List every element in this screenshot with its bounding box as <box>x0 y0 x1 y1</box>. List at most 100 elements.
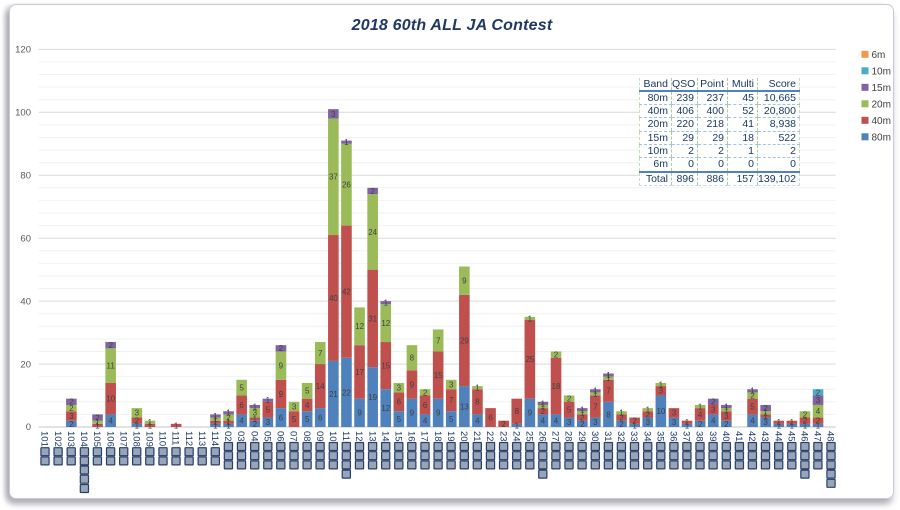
svg-text:1: 1 <box>580 409 585 418</box>
svg-text:4: 4 <box>305 401 310 410</box>
svg-text:5: 5 <box>305 387 310 396</box>
svg-text:45: 45 <box>786 431 797 442</box>
svg-text:33: 33 <box>628 431 639 442</box>
svg-text:3: 3 <box>292 402 297 411</box>
svg-text:5: 5 <box>567 406 572 415</box>
svg-text:1: 1 <box>632 421 637 430</box>
svg-text:25: 25 <box>525 355 534 364</box>
svg-text:29: 29 <box>576 431 587 442</box>
svg-text:20: 20 <box>458 431 469 442</box>
svg-text:1: 1 <box>384 299 389 308</box>
svg-text:111: 111 <box>170 431 181 445</box>
svg-text:4: 4 <box>711 417 716 426</box>
svg-text:6: 6 <box>279 414 284 423</box>
svg-text:1: 1 <box>253 402 258 411</box>
svg-text:1: 1 <box>148 418 153 427</box>
svg-text:13: 13 <box>460 402 469 411</box>
svg-text:21: 21 <box>471 431 482 442</box>
svg-text:1: 1 <box>724 406 729 415</box>
svg-text:5: 5 <box>292 415 297 424</box>
svg-text:4: 4 <box>816 407 821 416</box>
svg-text:31: 31 <box>368 314 377 323</box>
svg-text:106: 106 <box>104 431 115 447</box>
svg-text:42: 42 <box>746 431 757 442</box>
svg-text:1: 1 <box>816 421 821 430</box>
svg-text:1: 1 <box>213 412 218 421</box>
svg-text:1: 1 <box>659 380 664 389</box>
svg-text:105: 105 <box>91 431 102 447</box>
svg-text:3: 3 <box>724 412 729 421</box>
svg-text:15: 15 <box>434 371 443 380</box>
svg-text:109: 109 <box>144 431 155 447</box>
svg-text:32: 32 <box>615 431 626 442</box>
svg-text:5: 5 <box>449 415 454 424</box>
svg-text:4: 4 <box>423 417 428 426</box>
svg-text:2: 2 <box>108 341 113 350</box>
svg-text:2: 2 <box>69 420 74 429</box>
svg-text:1: 1 <box>580 406 585 415</box>
svg-text:9: 9 <box>357 409 362 418</box>
svg-text:26: 26 <box>342 181 351 190</box>
svg-text:2: 2 <box>803 417 808 426</box>
svg-text:1: 1 <box>541 399 546 408</box>
svg-text:2: 2 <box>279 344 284 353</box>
svg-text:3: 3 <box>659 387 664 396</box>
svg-text:17: 17 <box>355 368 364 377</box>
svg-text:4: 4 <box>698 410 703 419</box>
svg-text:11: 11 <box>107 362 116 371</box>
svg-text:09: 09 <box>314 431 325 442</box>
svg-text:1: 1 <box>528 314 533 323</box>
svg-text:3: 3 <box>763 418 768 427</box>
svg-text:112: 112 <box>183 431 194 446</box>
svg-text:4: 4 <box>239 417 244 426</box>
svg-text:7: 7 <box>318 349 323 358</box>
svg-text:1: 1 <box>174 421 179 430</box>
svg-text:40: 40 <box>720 431 731 442</box>
svg-text:34: 34 <box>641 431 652 442</box>
svg-text:38: 38 <box>694 431 705 442</box>
svg-text:1: 1 <box>593 387 598 396</box>
svg-text:5: 5 <box>750 402 755 411</box>
svg-text:3: 3 <box>449 380 454 389</box>
svg-text:08: 08 <box>301 431 312 442</box>
svg-text:2: 2 <box>541 407 546 416</box>
svg-text:6: 6 <box>318 414 323 423</box>
svg-text:10: 10 <box>327 431 338 442</box>
svg-text:1: 1 <box>344 138 349 147</box>
svg-text:6m: 6m <box>872 50 886 61</box>
svg-text:9: 9 <box>436 409 441 418</box>
svg-text:19: 19 <box>445 431 456 442</box>
svg-text:28: 28 <box>563 431 574 442</box>
svg-text:39: 39 <box>707 431 718 442</box>
svg-text:9: 9 <box>528 409 533 418</box>
svg-text:4: 4 <box>554 417 559 426</box>
svg-text:120: 120 <box>15 45 31 56</box>
svg-text:1: 1 <box>541 402 546 411</box>
svg-text:1: 1 <box>606 371 611 380</box>
svg-text:31: 31 <box>602 431 613 442</box>
svg-text:06: 06 <box>275 431 286 442</box>
svg-text:1: 1 <box>698 402 703 411</box>
svg-text:2: 2 <box>632 417 637 426</box>
svg-text:15: 15 <box>381 362 390 371</box>
svg-text:13: 13 <box>366 431 377 442</box>
svg-text:1: 1 <box>803 421 808 430</box>
svg-text:37: 37 <box>329 173 338 182</box>
svg-text:23: 23 <box>497 431 508 442</box>
svg-text:03: 03 <box>235 431 246 442</box>
svg-text:101: 101 <box>39 431 50 447</box>
svg-text:37: 37 <box>681 431 692 442</box>
svg-text:16: 16 <box>406 431 417 442</box>
svg-text:1: 1 <box>685 421 690 430</box>
svg-text:4: 4 <box>475 417 480 426</box>
svg-text:60: 60 <box>20 233 31 244</box>
svg-text:102: 102 <box>52 431 63 447</box>
svg-text:2: 2 <box>423 388 428 397</box>
svg-text:4: 4 <box>541 417 546 426</box>
svg-text:0: 0 <box>26 422 31 433</box>
svg-text:7: 7 <box>606 387 611 396</box>
svg-text:1: 1 <box>593 390 598 399</box>
svg-text:14: 14 <box>316 382 325 391</box>
svg-text:3: 3 <box>266 418 271 427</box>
svg-text:3: 3 <box>816 396 821 405</box>
